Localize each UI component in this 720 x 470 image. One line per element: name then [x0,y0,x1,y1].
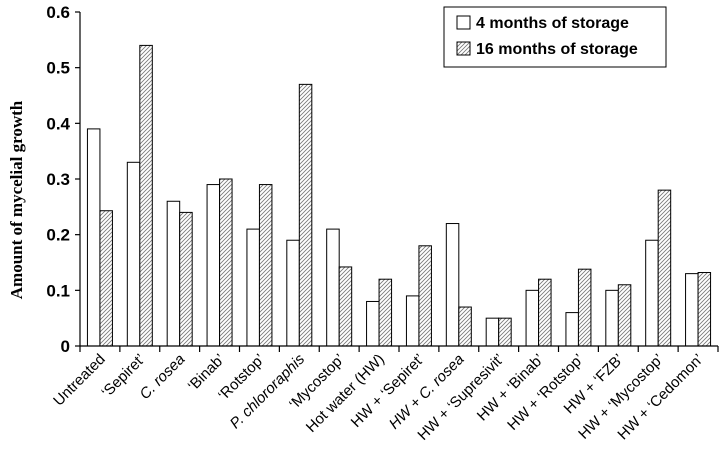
bar-4-months [366,300,380,347]
bar-16-months [298,83,313,347]
y-tick-label: 0.1 [46,281,70,300]
legend-swatch-16-months [456,41,471,56]
bar-4-months [126,161,141,347]
bar-4-months [565,312,579,347]
legend-label-4-months: 4 months of storage [476,15,629,32]
x-tick-label: Untreated [50,351,109,410]
bar-16-months [99,210,113,347]
bar-4-months [685,273,699,347]
bar-4-months [645,239,659,347]
bar-4-months [286,239,300,347]
y-tick-label: 0.4 [46,114,70,133]
bar-16-months [458,306,472,347]
bar-16-months [219,178,233,347]
y-tick-label: 0.3 [46,170,70,189]
y-axis-ticks: 0 0.1 0.2 0.3 0.4 0.5 0.6 [46,3,80,356]
y-tick-label: 0.5 [46,59,70,78]
bar-4-months [525,289,540,347]
x-axis-ticks: Untreated‘Sepiret’C. rosea‘Binab’‘Rotsto… [50,346,719,444]
legend: 4 months of storage 16 months of storage [443,6,667,68]
bar-4-months [166,200,181,347]
bar-16-months [139,44,153,347]
bars [86,44,712,347]
legend-label-16-months: 16 months of storage [476,41,638,58]
legend-swatch-4-months [456,15,471,30]
bar-16-months [179,211,193,347]
bar-4-months [326,228,340,347]
bar-4-months [445,223,460,347]
bar-4-months [246,228,260,347]
bar-16-months [697,272,712,347]
bar-4-months [605,289,619,347]
y-axis-label: Amount of mycelial growth [7,100,26,299]
bar-16-months [418,245,432,347]
bar-4-months [206,184,221,347]
bar-16-months [538,278,552,347]
bar-16-months [657,189,672,347]
bar-16-months [617,284,632,347]
bar-4-months [86,128,101,347]
bar-16-months [577,268,592,347]
y-tick-label: 0.2 [46,226,70,245]
bar-16-months [258,184,273,347]
bar-4-months [485,317,500,347]
y-tick-label: 0.6 [46,3,70,22]
bar-16-months [498,317,512,347]
bar-16-months [378,278,393,347]
legend-box [443,6,667,68]
bar-16-months [338,266,353,347]
bar-4-months [405,295,420,347]
y-tick-label: 0 [61,337,70,356]
